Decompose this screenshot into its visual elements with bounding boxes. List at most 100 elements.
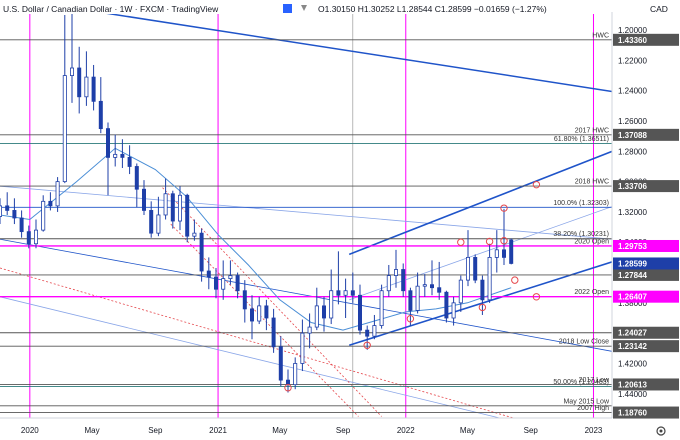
x-tick-label: 2020: [21, 426, 39, 435]
indicator-toggle-icon[interactable]: [283, 4, 292, 13]
x-tick-label: 2021: [209, 426, 227, 435]
candle-body: [329, 290, 334, 319]
price-level-label: 61.80% (1.36511): [554, 136, 609, 143]
candle-body: [437, 287, 442, 293]
price-level-label: 2020 Open: [574, 238, 609, 245]
candle-body: [177, 194, 182, 222]
trend-line: [0, 185, 612, 240]
level-price-badge: 1.24027: [618, 329, 647, 338]
settings-gear-icon[interactable]: [656, 426, 666, 436]
candle-body: [235, 275, 240, 292]
candle-body: [321, 305, 326, 319]
candle-body: [307, 326, 312, 334]
chart-title: U.S. Dollar / Canadian Dollar · 1W · FXC…: [3, 4, 219, 14]
x-tick-label: Sep: [524, 426, 539, 435]
candle-body: [509, 239, 514, 264]
settings-gear-hub-icon[interactable]: [659, 429, 663, 433]
candle-body: [473, 256, 478, 281]
level-price-badge: 1.33706: [618, 182, 647, 191]
y-tick-label: 1.42000: [618, 359, 647, 368]
candle-body: [487, 256, 492, 301]
reaction-circle-marker: [532, 180, 541, 189]
price-axis-background: [612, 0, 680, 440]
level-price-badge-bg: [613, 326, 679, 339]
y-tick-label: 1.44000: [618, 390, 647, 399]
level-price-badge-bg: [613, 180, 679, 193]
moving-average-line: [0, 147, 512, 331]
reaction-circle-marker: [500, 204, 508, 212]
candle-body: [34, 229, 39, 245]
reaction-circle-marker: [284, 383, 292, 392]
candle-body: [249, 308, 254, 322]
candle-body: [55, 181, 60, 207]
price-level-label: 2017 HWC: [575, 127, 609, 134]
reaction-circle-marker: [511, 276, 519, 284]
candle-body: [156, 214, 161, 234]
candle-body: [113, 153, 118, 158]
price-level-label: 2017 Low: [579, 377, 610, 384]
level-price-badge: 1.26407: [618, 293, 647, 302]
candle-body: [19, 217, 24, 233]
level-price-badge: 1.29753: [618, 242, 647, 251]
level-price-badge-bg: [613, 378, 679, 391]
collapse-chevron-icon[interactable]: [301, 5, 307, 11]
candle-body: [350, 290, 355, 296]
x-tick-label: 2022: [397, 426, 415, 435]
reaction-circle-marker: [532, 293, 541, 301]
candle-body: [163, 193, 168, 216]
candle-body: [70, 67, 75, 76]
y-tick-label: 1.38000: [618, 299, 647, 308]
candle-body: [386, 275, 391, 292]
candle-body: [264, 305, 269, 319]
candle-body: [242, 290, 247, 310]
candle-body: [429, 284, 434, 289]
current-price-badge-bg: [613, 257, 679, 270]
trend-line: [106, 14, 612, 93]
candle-body: [422, 284, 427, 287]
candle-body: [458, 279, 463, 304]
candle-body: [221, 278, 226, 290]
candle-body: [41, 200, 46, 231]
candle-body: [77, 67, 82, 98]
candle-body: [343, 290, 348, 296]
level-price-badge-bg: [613, 128, 679, 141]
level-price-badge: 1.23142: [618, 342, 647, 351]
candle-body: [12, 210, 17, 219]
level-price-badge: 1.20613: [618, 380, 647, 389]
pitchfork-channel-line: [349, 206, 612, 301]
candle-body: [106, 128, 111, 158]
candle-body: [127, 156, 132, 167]
candle-body: [465, 256, 470, 281]
candle-body: [192, 232, 197, 237]
x-tick-label: May: [84, 426, 99, 435]
level-price-badge-bg: [613, 340, 679, 353]
trend-line: [0, 296, 502, 418]
candle-body: [228, 275, 233, 280]
candle-body: [444, 291, 449, 319]
ohlc-readout: O1.30150 H1.30252 L1.28544 C1.28599 −0.0…: [318, 4, 547, 14]
candle-body: [408, 290, 413, 311]
candle-body: [401, 269, 406, 292]
candle-body: [199, 232, 204, 272]
reaction-circle-marker: [457, 238, 465, 246]
candle-body: [0, 205, 3, 217]
level-price-badge: 1.27844: [618, 271, 647, 280]
level-price-badge-bg: [613, 239, 679, 252]
candle-body: [314, 305, 319, 328]
red-dotted-trend-line: [162, 187, 382, 417]
candle-body: [271, 317, 276, 348]
reaction-circle-marker: [500, 237, 508, 245]
candle-body: [393, 269, 398, 276]
candle-body: [170, 193, 175, 222]
candle-body: [365, 329, 370, 337]
y-tick-label: 1.26000: [618, 117, 647, 126]
y-tick-label: 1.28000: [618, 147, 647, 156]
y-tick-label: 1.32000: [618, 208, 647, 217]
candle-body: [84, 76, 89, 98]
level-price-badge: 1.43360: [618, 36, 647, 45]
candle-body: [415, 285, 420, 311]
candle-body: [5, 205, 10, 211]
candle-body: [26, 231, 31, 245]
